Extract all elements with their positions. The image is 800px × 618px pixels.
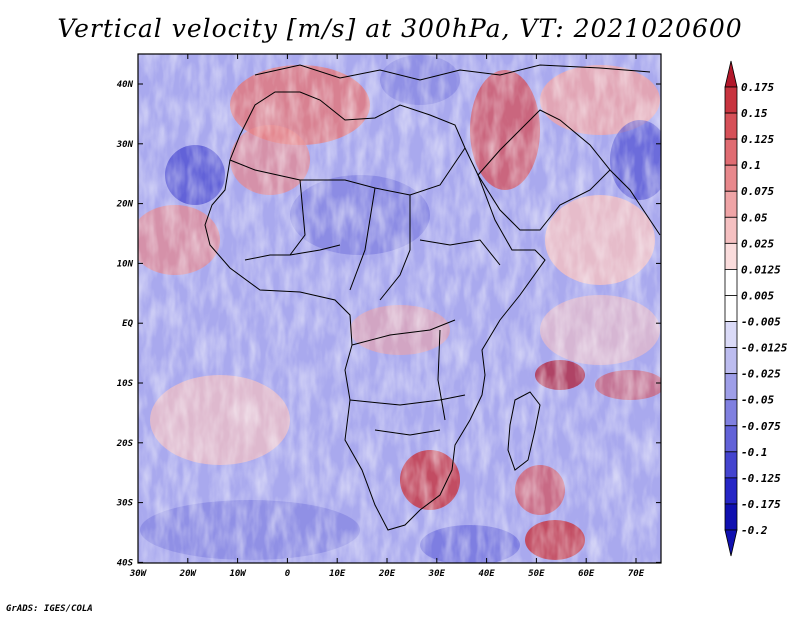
colorbar-swatch xyxy=(724,373,738,401)
lon-label: 10E xyxy=(329,569,346,579)
colorbar-label: -0.0125 xyxy=(741,342,788,355)
lon-label: 10W xyxy=(229,569,247,579)
colorbar-top-arrow xyxy=(724,60,738,88)
colorbar-bottom-arrow xyxy=(724,529,738,557)
colorbar-label: -0.075 xyxy=(741,420,781,433)
lat-label: 20N xyxy=(116,200,134,210)
colorbar-label: 0.025 xyxy=(741,237,774,250)
colorbar-swatch xyxy=(724,399,738,427)
colorbar: 0.175 0.15 0.125 0.1 0.075 0.05 0.025 0.0125 0.0… xyxy=(724,60,788,557)
colorbar-label: 0.1 xyxy=(741,159,761,172)
colorbar-label: -0.1 xyxy=(741,446,768,459)
lon-label: 70E xyxy=(628,569,645,579)
colorbar-swatch xyxy=(724,216,738,244)
colorbar-label: -0.2 xyxy=(741,524,768,537)
lat-label: EQ xyxy=(122,319,133,329)
longitude-axis: 30W 20W 10W 0 10E 20E 30E 40E 50E 60E 70E xyxy=(129,54,645,579)
colorbar-label: -0.175 xyxy=(741,498,781,511)
colorbar-label: -0.025 xyxy=(741,368,781,381)
colorbar-swatch xyxy=(724,425,738,453)
map-title: Vertical velocity [m/s] at 300hPa, VT: 2… xyxy=(57,14,743,43)
colorbar-swatch xyxy=(724,269,738,296)
colorbar-label: -0.05 xyxy=(741,394,774,407)
lat-label: 40N xyxy=(117,80,134,90)
lat-label: 30S xyxy=(116,499,134,509)
colorbar-label: -0.125 xyxy=(741,472,781,485)
colorbar-swatch xyxy=(724,242,738,270)
colorbar-label: 0.075 xyxy=(741,185,774,198)
colorbar-swatch xyxy=(724,477,738,505)
lat-label: 10S xyxy=(117,379,134,389)
lon-label: 60E xyxy=(578,569,595,579)
lat-label: 20S xyxy=(116,439,134,449)
colorbar-label: 0.0125 xyxy=(741,263,781,276)
colorbar-label: 0.175 xyxy=(741,81,774,94)
colorbar-label: 0.005 xyxy=(741,289,774,302)
colorbar-label: 0.15 xyxy=(741,107,768,120)
velocity-field xyxy=(138,54,661,563)
coastlines xyxy=(204,64,661,531)
lon-label: 0 xyxy=(285,569,291,579)
colorbar-swatch xyxy=(724,503,738,531)
lon-label: 20E xyxy=(378,569,396,579)
colorbar-swatch xyxy=(724,164,738,192)
colorbar-label: 0.125 xyxy=(741,133,774,146)
lon-label: 50E xyxy=(528,569,545,579)
colorbar-swatch xyxy=(724,451,738,479)
colorbar-label: 0.05 xyxy=(741,211,768,224)
lon-label: 40E xyxy=(478,569,495,579)
lon-label: 30E xyxy=(428,569,446,579)
colorbar-swatch xyxy=(724,347,738,375)
colorbar-swatch xyxy=(724,86,738,114)
map-frame xyxy=(137,53,662,564)
colorbar-swatch xyxy=(724,321,738,348)
colorbar-swatch xyxy=(724,112,738,140)
grads-credit: GrADS: IGES/COLA xyxy=(6,604,93,614)
latitude-axis: 40N 30N 20N 10N EQ 10S 20S 30S 40S xyxy=(116,80,661,568)
colorbar-label: -0.005 xyxy=(741,316,781,329)
lat-label: 40S xyxy=(117,558,134,568)
lon-label: 20W xyxy=(179,569,198,579)
lat-label: 10N xyxy=(117,259,134,269)
colorbar-swatch xyxy=(724,190,738,218)
lon-label: 30W xyxy=(129,569,148,579)
colorbar-swatch xyxy=(724,138,738,166)
colorbar-swatch xyxy=(724,295,738,322)
lat-label: 30N xyxy=(116,140,134,150)
